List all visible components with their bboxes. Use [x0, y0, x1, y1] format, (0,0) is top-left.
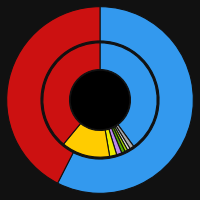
Wedge shape — [64, 123, 110, 157]
Wedge shape — [7, 7, 100, 183]
Wedge shape — [105, 129, 117, 156]
Wedge shape — [116, 125, 134, 149]
Circle shape — [71, 71, 129, 129]
Wedge shape — [112, 127, 125, 153]
Wedge shape — [58, 7, 193, 193]
Wedge shape — [100, 43, 157, 146]
Wedge shape — [115, 126, 130, 150]
Wedge shape — [109, 128, 122, 155]
Wedge shape — [43, 43, 100, 144]
Wedge shape — [113, 127, 128, 151]
